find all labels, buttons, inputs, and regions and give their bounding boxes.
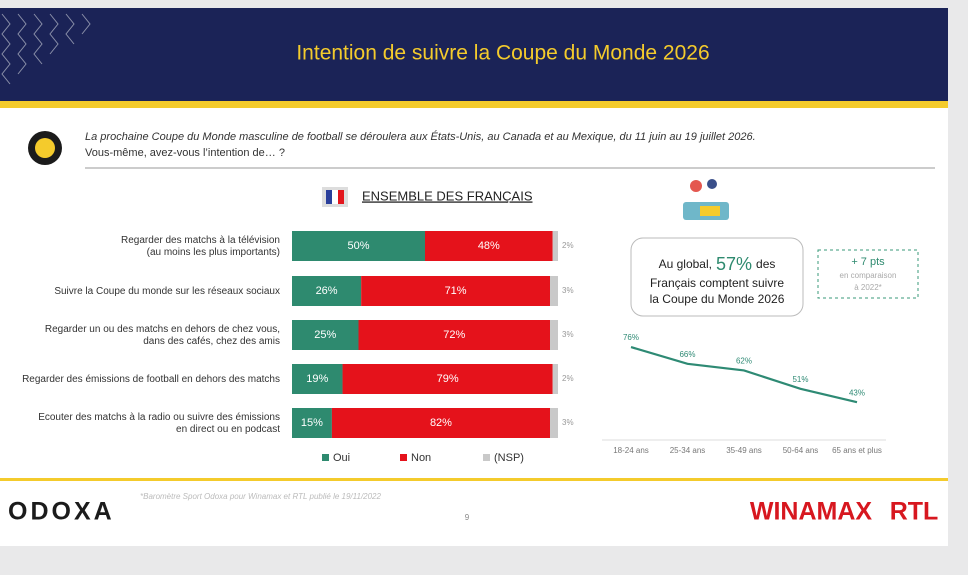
callout-text: Au global, 57% des bbox=[659, 254, 776, 274]
question-line: La prochaine Coupe du Monde masculine de… bbox=[85, 130, 756, 143]
bar-segment bbox=[292, 276, 362, 306]
value-label: 3% bbox=[562, 286, 574, 295]
partner-logo: WINAMAX bbox=[750, 498, 873, 526]
legend-swatch bbox=[322, 454, 329, 461]
category-label: Ecouter des matchs à la radio ou suivre … bbox=[38, 412, 280, 435]
comparison-box bbox=[817, 249, 919, 299]
bar-segment bbox=[342, 364, 553, 394]
legend-swatch bbox=[400, 454, 407, 461]
illustration-shape bbox=[707, 179, 717, 189]
header-pattern bbox=[1, 13, 91, 85]
footer-source: *Baromètre Sport Odoxa pour Winamax et R… bbox=[140, 492, 382, 501]
value-label: 3% bbox=[562, 330, 574, 339]
x-tick-label: 18-24 ans bbox=[613, 446, 649, 455]
legend-label: Oui bbox=[333, 452, 350, 464]
value-label: 48% bbox=[478, 240, 500, 252]
value-label: 25% bbox=[314, 329, 336, 341]
callout-part: Au global, bbox=[659, 257, 712, 271]
bar-segment bbox=[292, 364, 343, 394]
comparison-delta: + 7 pts bbox=[851, 256, 885, 268]
flag-stripe bbox=[338, 190, 344, 204]
value-label: 82% bbox=[430, 417, 452, 429]
callout-text: la Coupe du Monde 2026 bbox=[650, 292, 785, 306]
flag-stripe bbox=[332, 190, 338, 204]
header-band bbox=[0, 8, 948, 101]
partner-logo: RTL bbox=[890, 498, 939, 526]
bar-segment bbox=[331, 408, 551, 438]
value-label: 79% bbox=[437, 373, 459, 385]
footer-rule bbox=[0, 478, 948, 481]
value-label: 3% bbox=[562, 418, 574, 427]
icon-dot bbox=[35, 138, 55, 158]
footer-brand: ODOXA bbox=[8, 498, 115, 526]
question-icon bbox=[28, 131, 62, 165]
value-label: 2% bbox=[562, 241, 574, 250]
x-tick-label: 25-34 ans bbox=[670, 446, 706, 455]
flag bbox=[322, 187, 348, 207]
slide-title: Intention de suivre la Coupe du Monde 20… bbox=[296, 42, 709, 65]
bar-segment bbox=[361, 276, 551, 306]
flag-stripe bbox=[326, 190, 332, 204]
legend-swatch bbox=[483, 454, 490, 461]
line-series bbox=[630, 346, 858, 404]
value-label: 50% bbox=[347, 240, 369, 252]
bar-segment bbox=[550, 276, 558, 306]
bar-segment bbox=[292, 231, 425, 261]
value-label: 43% bbox=[849, 388, 865, 397]
value-label: 62% bbox=[736, 357, 752, 366]
category-label: Regarder des émissions de football en de… bbox=[22, 374, 280, 385]
illustration-shape bbox=[700, 206, 720, 216]
value-label: 76% bbox=[623, 333, 639, 342]
bar-segment bbox=[552, 364, 558, 394]
callout-text: Français comptent suivre bbox=[650, 276, 784, 290]
bar-segment bbox=[550, 320, 558, 350]
callout-part: 57% bbox=[716, 254, 752, 274]
legend-label: Non bbox=[411, 452, 431, 464]
value-label: 71% bbox=[445, 285, 467, 297]
pattern-line bbox=[33, 13, 43, 65]
bar-segment bbox=[425, 231, 553, 261]
question-line: Vous-même, avez-vous l’intention de… ? bbox=[85, 147, 285, 159]
pattern-line bbox=[1, 13, 11, 85]
value-label: 2% bbox=[562, 374, 574, 383]
bar-segment bbox=[358, 320, 551, 350]
category-label: Suivre la Coupe du monde sur les réseaux… bbox=[54, 286, 280, 297]
category-label: Regarder des matchs à la télévision (au m… bbox=[121, 235, 280, 258]
value-label: 15% bbox=[301, 417, 323, 429]
callout-box bbox=[630, 237, 804, 317]
x-tick-label: 35-49 ans bbox=[726, 446, 762, 455]
value-label: 66% bbox=[679, 350, 695, 359]
comparison-text: en comparaison bbox=[840, 271, 897, 280]
value-label: 72% bbox=[443, 329, 465, 341]
callout-part: des bbox=[756, 257, 775, 271]
header-rule bbox=[0, 101, 948, 108]
x-tick-label: 50-64 ans bbox=[783, 446, 819, 455]
page-number: 9 bbox=[465, 513, 470, 522]
value-label: 51% bbox=[792, 375, 808, 384]
pattern-line bbox=[17, 13, 27, 75]
legend-label: (NSP) bbox=[494, 452, 524, 464]
bar-segment bbox=[292, 320, 359, 350]
value-label: 19% bbox=[306, 373, 328, 385]
tv-illustration bbox=[683, 179, 729, 220]
comparison-text: à 2022* bbox=[854, 283, 882, 292]
illustration-shape bbox=[690, 180, 702, 192]
pattern-line bbox=[49, 13, 59, 55]
value-label: 26% bbox=[316, 285, 338, 297]
x-tick-label: 65 ans et plus bbox=[832, 446, 882, 455]
bar-segment bbox=[552, 231, 558, 261]
pattern-line bbox=[81, 13, 91, 35]
category-label: Regarder un ou des matchs en dehors de c… bbox=[45, 324, 280, 347]
bar-segment bbox=[550, 408, 558, 438]
chart-title: ENSEMBLE DES FRANÇAIS bbox=[362, 188, 533, 203]
pattern-line bbox=[65, 13, 75, 45]
bar-segment bbox=[292, 408, 332, 438]
